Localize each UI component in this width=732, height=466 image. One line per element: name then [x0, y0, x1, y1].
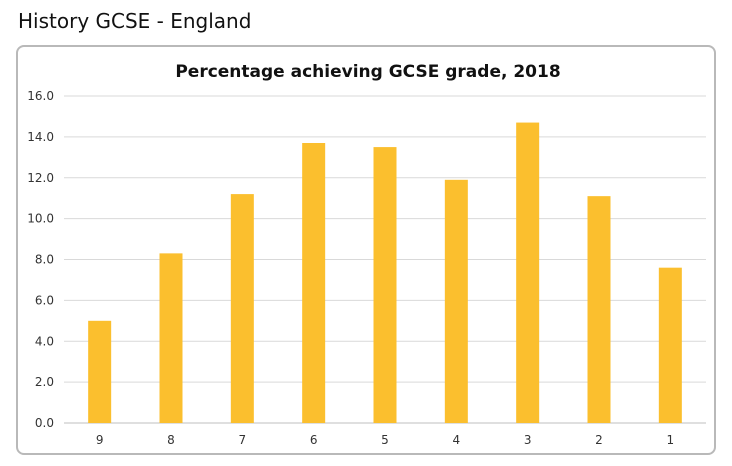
bar-grade-9	[88, 320, 112, 423]
y-tick-label: 12.0	[27, 171, 54, 185]
bar-grade-1	[658, 267, 682, 423]
y-axis: 0.0 2.0 4.0 6.0 8.0 10.0 12.0 14.0 16.0	[27, 89, 54, 430]
bar-grade-7	[230, 194, 254, 423]
bar-grade-6	[302, 143, 326, 423]
bar-grade-4	[444, 179, 468, 423]
x-axis: 9 8 7 6 5 4 3 2 1	[96, 433, 674, 447]
y-tick-label: 10.0	[27, 212, 54, 226]
y-tick-label: 2.0	[35, 375, 54, 389]
y-tick-label: 0.0	[35, 416, 54, 430]
chart-title: Percentage achieving GCSE grade, 2018	[175, 62, 560, 82]
y-tick-label: 4.0	[35, 334, 54, 348]
x-tick-label: 1	[667, 433, 675, 447]
bar-grade-5	[373, 147, 397, 423]
x-tick-label: 7	[239, 433, 247, 447]
y-tick-label: 6.0	[35, 293, 54, 307]
chart-card: Percentage achieving GCSE grade, 2018 0.…	[16, 45, 716, 455]
x-tick-label: 9	[96, 433, 104, 447]
x-tick-label: 2	[595, 433, 603, 447]
x-tick-label: 4	[453, 433, 461, 447]
bar-chart: Percentage achieving GCSE grade, 2018 0.…	[27, 62, 706, 447]
y-tick-label: 8.0	[35, 253, 54, 267]
bar-grade-2	[587, 196, 611, 423]
bar-grade-8	[159, 253, 183, 423]
page-heading: History GCSE - England	[18, 9, 252, 33]
bar-grade-3	[516, 122, 540, 423]
x-tick-label: 3	[524, 433, 532, 447]
chart-bars	[88, 122, 682, 423]
x-tick-label: 8	[167, 433, 175, 447]
x-tick-label: 5	[381, 433, 389, 447]
y-tick-label: 16.0	[27, 89, 54, 103]
x-tick-label: 6	[310, 433, 318, 447]
y-tick-label: 14.0	[27, 130, 54, 144]
